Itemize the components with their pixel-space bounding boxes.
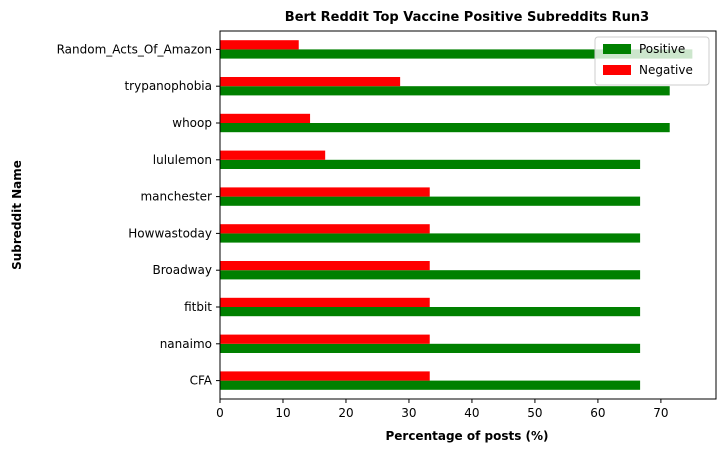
y-axis-label: Subreddit Name xyxy=(10,160,24,270)
bar-positive-lululemon xyxy=(220,159,641,169)
x-tick-label: 60 xyxy=(590,406,605,420)
plot-area xyxy=(220,40,693,390)
bar-positive-manchester xyxy=(220,196,641,206)
bar-positive-broadway xyxy=(220,270,641,280)
bar-negative-broadway xyxy=(220,261,430,271)
bar-negative-fitbit xyxy=(220,297,430,307)
bar-positive-whoop xyxy=(220,123,670,133)
x-axis-label: Percentage of posts (%) xyxy=(385,429,548,443)
bar-negative-random-acts-of-amazon xyxy=(220,40,299,50)
x-axis-ticks: 0 10 20 30 40 50 60 70 xyxy=(216,399,669,420)
bar-negative-whoop xyxy=(220,113,311,123)
legend-label-positive: Positive xyxy=(639,42,685,56)
y-tick-label: trypanophobia xyxy=(124,79,212,93)
bar-positive-cfa xyxy=(220,380,641,390)
bar-positive-howwastoday xyxy=(220,233,641,243)
y-tick-label: Broadway xyxy=(153,263,212,277)
x-tick-label: 50 xyxy=(527,406,542,420)
x-tick-label: 30 xyxy=(401,406,416,420)
y-tick-label: Howwastoday xyxy=(128,226,212,240)
y-tick-label: lululemon xyxy=(153,153,212,167)
legend-swatch-negative xyxy=(603,65,631,75)
chart-title: Bert Reddit Top Vaccine Positive Subredd… xyxy=(285,10,649,25)
legend-label-negative: Negative xyxy=(639,63,693,77)
x-tick-label: 70 xyxy=(653,406,668,420)
y-tick-label: Random_Acts_Of_Amazon xyxy=(57,42,212,56)
legend-swatch-positive xyxy=(603,44,631,54)
bar-negative-cfa xyxy=(220,371,430,381)
bar-negative-trypanophobia xyxy=(220,77,401,87)
bar-negative-nanaimo xyxy=(220,334,430,344)
bar-negative-manchester xyxy=(220,187,430,197)
x-tick-label: 10 xyxy=(275,406,290,420)
legend: Positive Negative xyxy=(594,36,710,86)
bar-positive-nanaimo xyxy=(220,343,641,353)
y-tick-label: fitbit xyxy=(184,300,212,314)
y-tick-label: whoop xyxy=(172,116,212,130)
axes-frame xyxy=(219,30,717,400)
bar-positive-fitbit xyxy=(220,307,641,317)
x-tick-label: 40 xyxy=(464,406,479,420)
bar-positive-trypanophobia xyxy=(220,86,670,96)
bar-negative-howwastoday xyxy=(220,224,430,234)
bar-positive-random-acts-of-amazon xyxy=(220,49,693,59)
x-tick-label: 0 xyxy=(216,406,224,420)
y-axis-ticks: CFA nanaimo fitbit Broadway Howwastoday manch… xyxy=(57,42,220,388)
x-tick-label: 20 xyxy=(338,406,353,420)
y-tick-label: manchester xyxy=(140,190,212,204)
y-tick-label: nanaimo xyxy=(160,337,212,351)
y-tick-label: CFA xyxy=(190,374,213,388)
bar-negative-lululemon xyxy=(220,150,326,160)
